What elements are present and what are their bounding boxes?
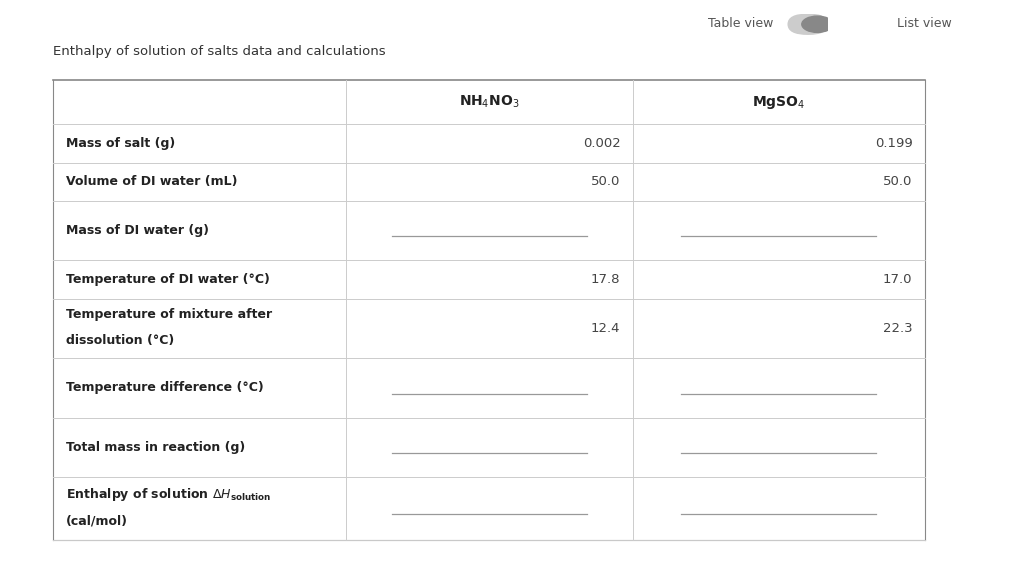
Text: MgSO$_4$: MgSO$_4$: [753, 94, 805, 111]
Text: 0.002: 0.002: [583, 137, 621, 150]
Text: (cal/mol): (cal/mol): [66, 514, 128, 527]
Text: Temperature difference (°C): Temperature difference (°C): [66, 381, 263, 394]
Text: Temperature of mixture after: Temperature of mixture after: [66, 309, 271, 321]
Text: Enthalpy of solution of salts data and calculations: Enthalpy of solution of salts data and c…: [53, 45, 386, 59]
Text: List view: List view: [897, 17, 951, 30]
Text: Mass of DI water (g): Mass of DI water (g): [66, 224, 209, 237]
Text: 12.4: 12.4: [591, 322, 621, 335]
Text: Volume of DI water (mL): Volume of DI water (mL): [66, 175, 237, 188]
Text: 50.0: 50.0: [883, 175, 912, 188]
Text: 50.0: 50.0: [591, 175, 621, 188]
Text: Table view: Table view: [708, 17, 773, 30]
FancyBboxPatch shape: [787, 14, 828, 35]
Text: 22.3: 22.3: [883, 322, 912, 335]
Text: NH$_4$NO$_3$: NH$_4$NO$_3$: [459, 94, 520, 111]
Text: Mass of salt (g): Mass of salt (g): [66, 137, 175, 150]
Text: dissolution (°C): dissolution (°C): [66, 334, 174, 347]
Text: 0.199: 0.199: [874, 137, 912, 150]
Circle shape: [802, 16, 833, 32]
Text: Temperature of DI water (°C): Temperature of DI water (°C): [66, 273, 269, 286]
Text: Total mass in reaction (g): Total mass in reaction (g): [66, 441, 245, 454]
Text: 17.8: 17.8: [591, 273, 621, 286]
Text: 17.0: 17.0: [883, 273, 912, 286]
Text: Enthalpy of solution $\Delta H_\mathregular{solution}$: Enthalpy of solution $\Delta H_\mathregu…: [66, 486, 271, 503]
